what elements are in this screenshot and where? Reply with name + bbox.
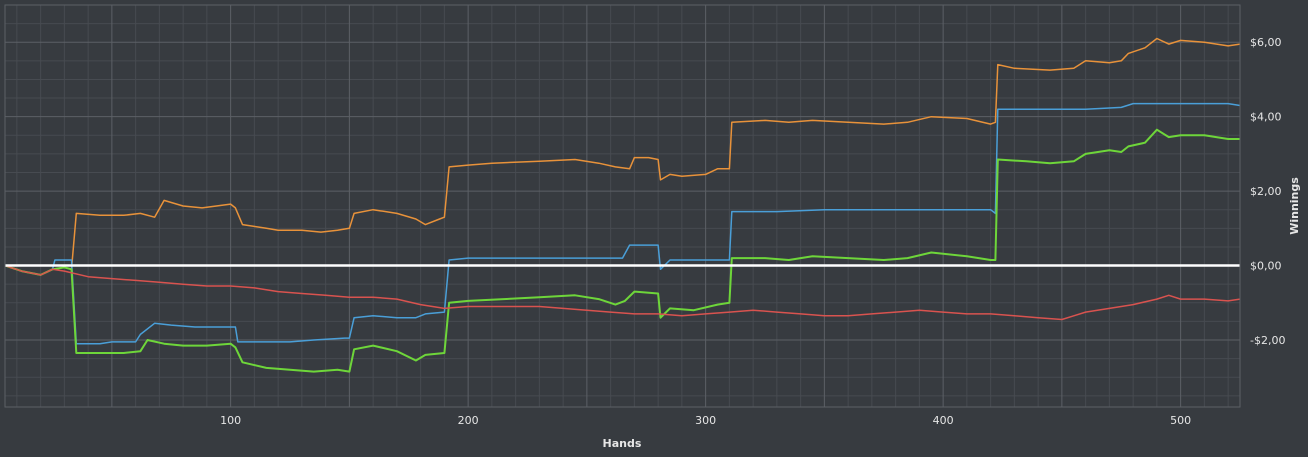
x-tick-label: 400: [933, 414, 954, 427]
series-line-4: [4, 264, 1241, 321]
x-tick-label: 300: [695, 414, 716, 427]
y-tick-label: $0,00: [1250, 260, 1282, 273]
x-tick-label: 100: [220, 414, 241, 427]
y-tick-label: -$2,00: [1250, 334, 1285, 347]
x-tick-label: 500: [1170, 414, 1191, 427]
series-line-3: [4, 128, 1240, 373]
plot-border: [4, 4, 1241, 408]
series-line-2: [4, 102, 1241, 345]
x-tick-label: 200: [458, 414, 479, 427]
y-tick-label: $2,00: [1250, 185, 1282, 198]
series-line-1: [4, 37, 1241, 276]
major-grid: [5, 5, 1240, 407]
x-tick-labels: 100 200 300 400 500: [220, 414, 1191, 427]
y-tick-label: $4,00: [1250, 111, 1282, 124]
y-tick-label: $6,00: [1250, 36, 1282, 49]
y-tick-labels: $6,00 $4,00 $2,00 $0,00 -$2,00: [1250, 36, 1285, 347]
x-axis-label: Hands: [603, 437, 642, 450]
series-layer: [4, 37, 1241, 373]
y-axis-label: Winnings: [1288, 177, 1301, 235]
